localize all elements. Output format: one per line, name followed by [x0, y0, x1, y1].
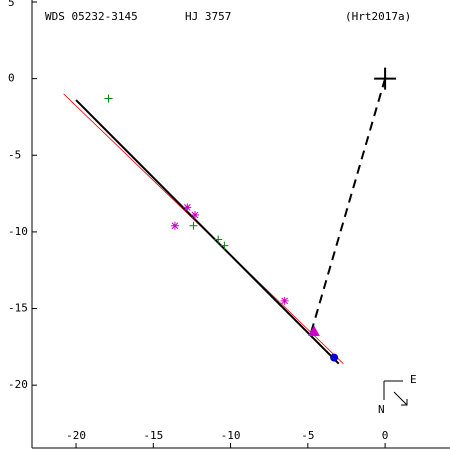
reference: (Hrt2017a): [345, 10, 411, 23]
compass-e: E: [410, 373, 417, 386]
point: [191, 211, 200, 220]
point: [104, 94, 113, 103]
orbit-line: [75, 99, 340, 365]
y-tick-label: 0: [8, 72, 15, 85]
y-tick-label: -10: [8, 225, 28, 238]
dashed-line: [309, 78, 387, 334]
compass-arrow: [393, 391, 408, 406]
x-tick-label: -10: [221, 429, 241, 442]
point: [308, 325, 320, 337]
y-tick-label: -5: [8, 148, 21, 161]
point: [189, 221, 198, 230]
point: [183, 203, 192, 212]
point: [214, 235, 223, 244]
point: [330, 353, 339, 362]
x-tick-label: -20: [66, 429, 86, 442]
x-tick-label: -5: [301, 429, 314, 442]
y-tick-label: -20: [8, 378, 28, 391]
y-tick-label: -15: [8, 302, 28, 315]
star-name: HJ 3757: [185, 10, 231, 23]
x-tick-label: -15: [143, 429, 163, 442]
point: [280, 296, 289, 305]
point: [170, 221, 179, 230]
compass: E N: [378, 373, 417, 416]
y-tick-label: 5: [8, 0, 15, 9]
point: [374, 67, 397, 90]
point: [220, 241, 229, 250]
compass-arrowhead: [401, 399, 408, 406]
compass-n: N: [378, 403, 385, 416]
wds-label: WDS 05232-3145: [45, 10, 138, 23]
x-tick-label: 0: [382, 429, 389, 442]
